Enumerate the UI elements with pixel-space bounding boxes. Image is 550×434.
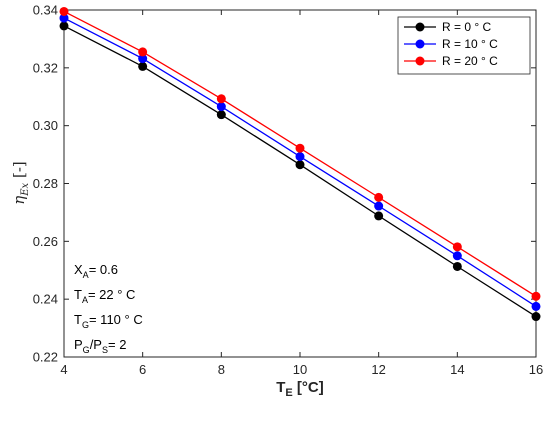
data-point-2-3 [295,143,305,153]
x-tick-label: 14 [450,362,464,377]
legend: R = 0 ° C R = 10 ° C R = 20 ° C [397,16,531,75]
x-tick-label: 12 [371,362,385,377]
data-point-0-0 [59,21,69,31]
x-tick-label: 6 [139,362,146,377]
annotation-xa-value: = 0.6 [89,262,118,277]
x-tick-labels: 4 6 8 10 12 14 16 [60,362,543,377]
annotation-ta: TA= 22 ° C [74,287,135,305]
annotation-tg-value: = 110 ° C [89,312,143,327]
y-tick-label: 0.22 [33,350,58,365]
y-tick-label: 0.34 [33,3,58,18]
annotation-pgps-mid: /P [90,337,102,352]
y-tick-label: 0.32 [33,60,58,75]
data-point-2-4 [374,192,384,202]
legend-marker-1 [415,39,425,49]
annotation-pgps-value: = 2 [108,337,126,352]
annotation-ta-symbol: T [74,287,82,302]
x-axis-title-main: T [276,379,285,396]
data-point-0-1 [138,61,148,71]
y-tick-labels: 0.22 0.24 0.26 0.28 0.30 0.32 0.34 [33,3,58,365]
y-axis-title-eta: η [10,196,28,205]
annotation-tg-symbol: T [74,312,82,327]
data-point-2-6 [531,291,541,301]
legend-label-2: R = 20 ° C [442,54,498,68]
x-tick-label: 4 [60,362,67,377]
annotation-ta-value: = 22 ° C [88,287,135,302]
axis-ticks [63,9,537,358]
y-tick-label: 0.30 [33,118,58,133]
legend-label-1: R = 10 ° C [442,37,498,51]
legend-label-0: R = 0 ° C [442,20,491,34]
data-point-0-4 [374,211,384,221]
data-point-1-3 [295,152,305,162]
data-point-2-1 [138,47,148,57]
y-tick-label: 0.24 [33,292,58,307]
data-point-0-5 [452,261,462,271]
y-tick-label: 0.26 [33,234,58,249]
annotation-pgps: PG/PS= 2 [74,337,126,355]
annotation-xa-symbol: X [74,262,83,277]
annotation-pgps-subscript: G [83,345,90,355]
y-tick-label: 0.28 [33,176,58,191]
data-point-1-6 [531,301,541,311]
legend-marker-2 [415,56,425,66]
annotation-block: XA= 0.6TA= 22 ° CTG= 110 ° CPG/PS= 2 [74,262,143,355]
data-point-0-3 [295,160,305,170]
y-axis-title-sub: Ex [20,182,31,196]
data-point-0-6 [531,312,541,322]
y-axis-title: ηEx [-] [10,161,31,205]
annotation-pgps-subscript2: S [102,345,108,355]
x-axis-title: TE [°C] [276,379,324,399]
data-point-2-5 [452,242,462,252]
data-point-2-0 [59,6,69,16]
x-axis-title-sub: E [285,387,292,399]
data-point-1-2 [216,102,226,112]
annotation-xa-subscript: A [83,270,89,280]
legend-marker-0 [415,22,425,32]
x-tick-label: 8 [218,362,225,377]
data-point-2-2 [216,94,226,104]
data-point-0-2 [216,110,226,120]
series-points [59,6,541,322]
annotation-xa: XA= 0.6 [74,262,118,280]
x-tick-label: 16 [529,362,543,377]
data-point-1-4 [374,201,384,211]
x-tick-label: 10 [293,362,307,377]
annotation-tg: TG= 110 ° C [74,312,143,330]
x-axis-title-rest: [°C] [293,379,324,396]
data-point-1-1 [138,54,148,64]
y-axis-title-unit: [-] [10,161,28,183]
data-point-1-0 [59,13,69,23]
annotation-pgps-symbol: P [74,337,83,352]
annotation-tg-subscript: G [82,320,89,330]
annotation-ta-subscript: A [82,295,88,305]
data-point-1-5 [452,251,462,261]
